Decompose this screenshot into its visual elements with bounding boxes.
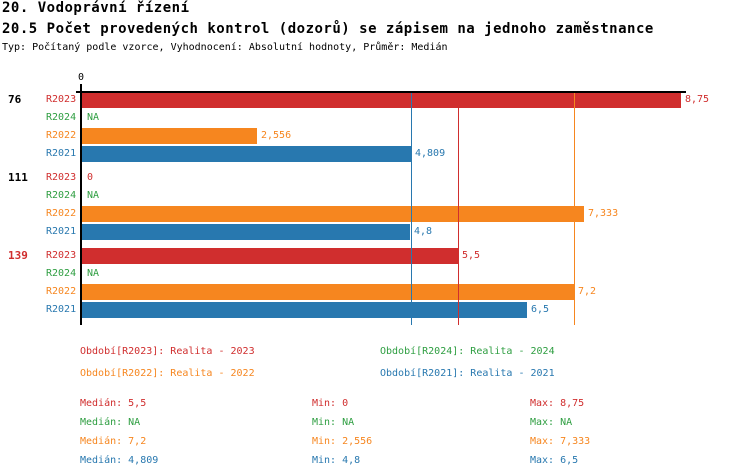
median-line <box>411 92 412 325</box>
series-label: R2022 <box>46 208 77 219</box>
group-label: 139 <box>8 249 28 262</box>
stat-max: Max: NA <box>530 417 573 428</box>
stat-min: Min: 0 <box>312 398 349 409</box>
bar-value-label: 2,556 <box>261 130 292 141</box>
bar <box>82 146 411 162</box>
bar <box>82 284 574 300</box>
stat-min: Min: 2,556 <box>312 436 373 447</box>
stat-max: Max: 8,75 <box>530 398 585 409</box>
bar-value-label: 4,8 <box>414 226 433 237</box>
bar <box>82 224 410 240</box>
bar-value-label: NA <box>87 112 100 123</box>
legend-item: Období[R2023]: Realita - 2023 <box>80 346 255 357</box>
stat-min: Min: NA <box>312 417 355 428</box>
page-title: 20. Vodoprávní řízení <box>2 0 190 16</box>
bar-value-label: NA <box>87 190 100 201</box>
series-label: R2023 <box>46 250 77 261</box>
bar-value-label: 8,75 <box>685 94 710 105</box>
series-label: R2024 <box>46 268 77 279</box>
axis-zero-tick-label: 0 <box>77 72 85 83</box>
x-axis-line <box>76 91 686 93</box>
stat-median: Medián: 7,2 <box>80 436 147 447</box>
bar-value-label: 4,809 <box>415 148 446 159</box>
median-line <box>458 92 459 325</box>
series-label: R2022 <box>46 130 77 141</box>
bar <box>82 92 681 108</box>
stat-max: Max: 6,5 <box>530 455 579 466</box>
bar <box>82 248 458 264</box>
bar-value-label: 7,333 <box>588 208 619 219</box>
bar-value-label: 0 <box>87 172 94 183</box>
series-label: R2023 <box>46 94 77 105</box>
median-line <box>574 92 575 325</box>
legend-item: Období[R2022]: Realita - 2022 <box>80 368 255 379</box>
bar-value-label: 6,5 <box>531 304 550 315</box>
legend-item: Období[R2024]: Realita - 2024 <box>380 346 555 357</box>
series-label: R2023 <box>46 172 77 183</box>
bar-value-label: 5,5 <box>462 250 481 261</box>
series-label: R2022 <box>46 286 77 297</box>
bar-value-label: 7,2 <box>578 286 597 297</box>
bar-value-label: NA <box>87 268 100 279</box>
series-label: R2024 <box>46 190 77 201</box>
y-axis-line <box>80 84 82 325</box>
chart-title: 20.5 Počet provedených kontrol (dozorů) … <box>2 21 654 37</box>
chart-meta-line: Typ: Počítaný podle vzorce, Vyhodnocení:… <box>2 42 448 53</box>
group-label: 111 <box>8 171 28 184</box>
stat-median: Medián: NA <box>80 417 141 428</box>
stat-median: Medián: 5,5 <box>80 398 147 409</box>
stat-median: Medián: 4,809 <box>80 455 159 466</box>
stat-max: Max: 7,333 <box>530 436 591 447</box>
stat-min: Min: 4,8 <box>312 455 361 466</box>
series-label: R2021 <box>46 304 77 315</box>
series-label: R2021 <box>46 226 77 237</box>
bar <box>82 206 584 222</box>
legend-item: Období[R2021]: Realita - 2021 <box>380 368 555 379</box>
series-label: R2024 <box>46 112 77 123</box>
bar <box>82 302 527 318</box>
group-label: 76 <box>8 93 22 106</box>
bar <box>82 128 257 144</box>
series-label: R2021 <box>46 148 77 159</box>
